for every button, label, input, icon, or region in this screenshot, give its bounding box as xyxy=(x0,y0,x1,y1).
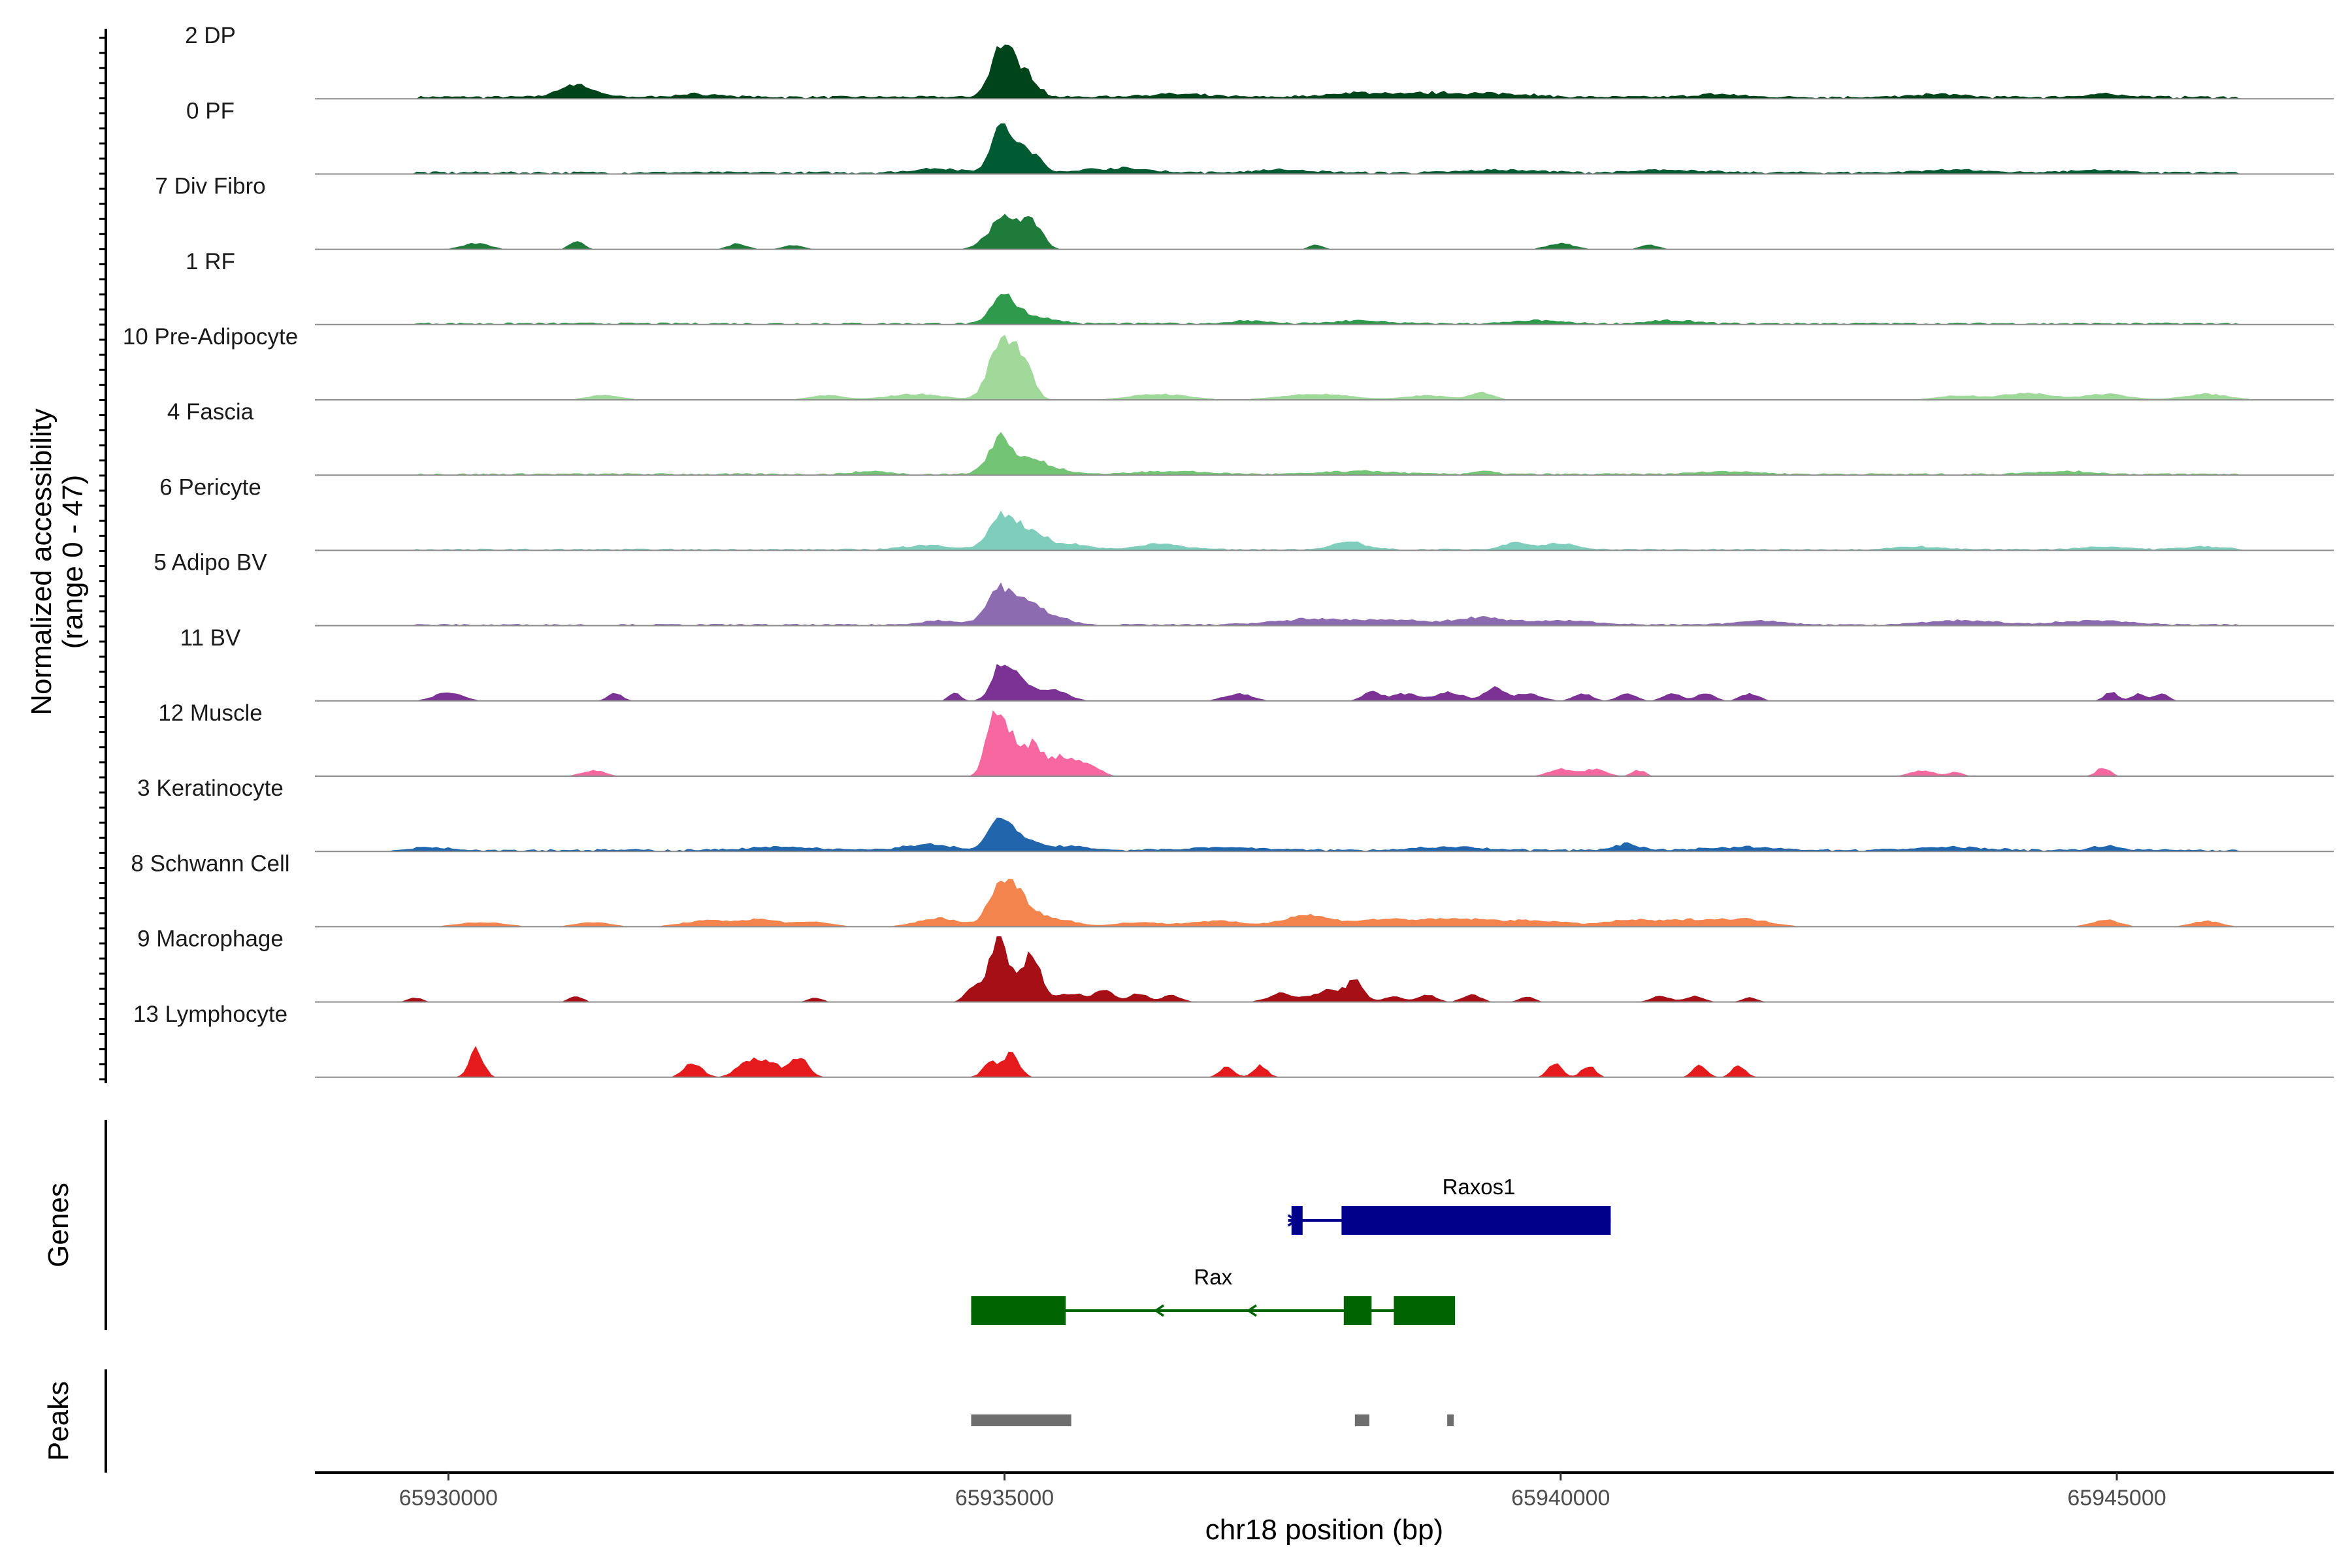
strand-arrow-icon xyxy=(1153,1304,1165,1317)
coverage-area xyxy=(315,936,2334,1003)
track-8-schwann-cell: 8 Schwann Cell xyxy=(131,851,2334,928)
genes-panel: Genes Raxos1 Rax xyxy=(42,1120,1611,1330)
peak-region xyxy=(971,1414,1071,1426)
track-10-pre-adipocyte: 10 Pre-Adipocyte xyxy=(123,324,2334,400)
x-tick-label: 65940000 xyxy=(1511,1486,1610,1511)
coverage-area xyxy=(315,123,2334,174)
genes-title: Genes xyxy=(42,1183,74,1267)
gene-raxos1: Raxos1 xyxy=(1287,1175,1611,1235)
track-label: 8 Schwann Cell xyxy=(131,851,289,876)
track-5-adipo-bv: 5 Adipo BV xyxy=(154,550,2334,627)
track-label: 3 Keratinocyte xyxy=(137,776,284,801)
track-4-fascia: 4 Fascia xyxy=(167,399,2334,476)
track-label: 7 Div Fibro xyxy=(155,174,265,199)
coverage-area xyxy=(315,214,2334,250)
coverage-area xyxy=(315,510,2334,551)
gene-exon xyxy=(1394,1296,1456,1325)
gene-label: Raxos1 xyxy=(1443,1175,1516,1199)
coverage-area xyxy=(315,1046,2334,1078)
gene-exon xyxy=(1341,1206,1611,1235)
peak-region xyxy=(1447,1414,1454,1426)
track-label: 11 BV xyxy=(180,625,241,651)
track-label: 0 PF xyxy=(186,98,235,123)
peaks-title: Peaks xyxy=(42,1381,74,1461)
x-axis-title: chr18 position (bp) xyxy=(1205,1514,1443,1546)
accessibility-panel: Normalized accessibility (range 0 - 47) 2 … xyxy=(25,23,2334,1083)
track-1-rf: 1 RF xyxy=(186,249,2334,325)
coverage-area xyxy=(315,432,2334,476)
track-2-dp: 2 DP xyxy=(185,23,2334,100)
strand-arrow-icon xyxy=(1287,1214,1298,1227)
x-tick-label: 65945000 xyxy=(2067,1486,2166,1511)
coverage-area xyxy=(315,710,2334,777)
y-axis-range: (range 0 - 47) xyxy=(57,475,89,649)
gene-exon xyxy=(1343,1296,1372,1325)
gene-exon xyxy=(971,1296,1066,1325)
track-13-lymphocyte: 13 Lymphocyte xyxy=(133,1002,2334,1078)
gene-label: Rax xyxy=(1194,1265,1232,1289)
track-label: 6 Pericyte xyxy=(159,474,261,500)
track-label: 12 Muscle xyxy=(158,700,263,726)
x-tick-label: 65935000 xyxy=(955,1486,1054,1511)
y-axis-title: Normalized accessibility xyxy=(25,408,57,715)
x-tick-label: 65930000 xyxy=(399,1486,498,1511)
peak-region xyxy=(1354,1414,1369,1426)
track-11-bv: 11 BV xyxy=(180,625,2334,702)
coverage-area xyxy=(315,582,2334,627)
coverage-area xyxy=(315,44,2334,99)
track-label: 10 Pre-Adipocyte xyxy=(123,324,298,350)
track-9-macrophage: 9 Macrophage xyxy=(137,926,2334,1003)
track-label: 13 Lymphocyte xyxy=(133,1002,287,1027)
gene-rax: Rax xyxy=(971,1265,1456,1325)
track-label: 9 Macrophage xyxy=(137,926,284,952)
track-label: 2 DP xyxy=(185,23,236,48)
coverage-area xyxy=(315,293,2334,325)
track-6-pericyte: 6 Pericyte xyxy=(159,474,2334,551)
track-0-pf: 0 PF xyxy=(186,98,2334,175)
coverage-area xyxy=(315,335,2334,400)
x-axis: 65930000 65935000 65940000 65945000 chr18 po… xyxy=(315,1471,2334,1546)
coverage-area xyxy=(315,878,2334,927)
track-label: 4 Fascia xyxy=(167,399,254,425)
track-3-keratinocyte: 3 Keratinocyte xyxy=(137,776,2334,853)
coverage-area xyxy=(315,664,2334,702)
track-label: 1 RF xyxy=(186,249,235,274)
track-7-div-fibro: 7 Div Fibro xyxy=(155,174,2334,250)
strand-arrow-icon xyxy=(1246,1304,1257,1317)
peaks-panel: Peaks xyxy=(42,1369,1454,1473)
track-label: 5 Adipo BV xyxy=(154,550,267,576)
track-12-muscle: 12 Muscle xyxy=(158,700,2334,777)
coverage-area xyxy=(315,817,2334,852)
